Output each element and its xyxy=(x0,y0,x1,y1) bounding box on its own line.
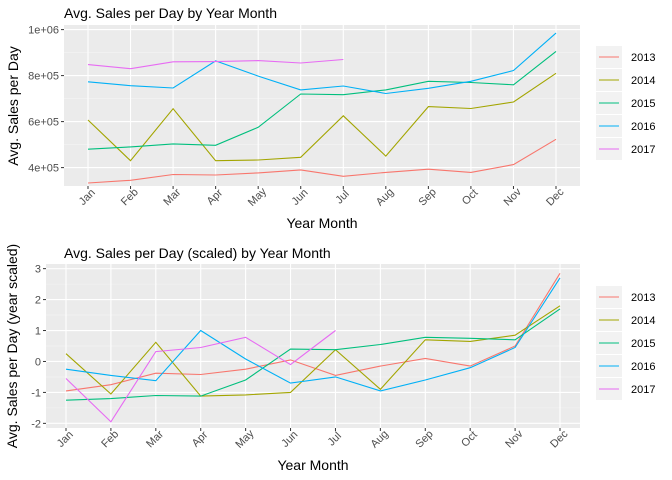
legend-label: 2014 xyxy=(631,315,655,327)
y-tick-label: 8e+05 xyxy=(28,71,59,83)
series-line-2013 xyxy=(65,273,561,392)
series-line-2014 xyxy=(65,305,561,397)
y-tick-label: 2 xyxy=(35,295,41,307)
y-tick-label: 1e+06 xyxy=(28,25,59,37)
x-tick-label: Sep xyxy=(413,428,435,450)
grid-lines xyxy=(46,264,580,428)
x-tick-label: Oct xyxy=(460,187,481,208)
plot-background xyxy=(64,25,580,186)
legend-label: 2013 xyxy=(631,292,655,304)
series-line-2014 xyxy=(87,72,557,162)
x-tick-label: Mar xyxy=(161,186,183,208)
y-axis-title: Avg. Sales per Day (year scaled) xyxy=(4,244,20,448)
x-tick-label: Apr xyxy=(205,187,226,208)
series-line-2016 xyxy=(87,32,557,95)
x-tick-label: Jan xyxy=(55,429,76,450)
x-tick-label: Jul xyxy=(333,188,351,206)
series-lines xyxy=(65,273,561,423)
x-tick-label: Sep xyxy=(416,186,438,208)
chart-title: Avg. Sales per Day by Year Month xyxy=(64,5,277,21)
y-tick-label: -2 xyxy=(31,418,41,430)
y-tick-label: 3 xyxy=(35,264,41,276)
x-tick-label: Apr xyxy=(190,429,211,450)
series-line-2015 xyxy=(65,308,561,401)
x-tick-label: Dec xyxy=(544,186,567,209)
legend-label: 2013 xyxy=(631,52,655,64)
x-ticks: Jan Feb Mar Apr May Jun Jul Aug Sep Oct Nov Dec xyxy=(77,185,567,209)
legend-label: 2017 xyxy=(631,384,655,396)
legend: 2013 2014 2015 2016 2017 xyxy=(596,46,655,160)
y-tick-label: 4e+05 xyxy=(28,163,59,175)
series-line-2013 xyxy=(87,138,557,184)
legend-label: 2016 xyxy=(631,361,655,373)
series-lines xyxy=(87,32,557,184)
legend: 2013 2014 2015 2016 2017 xyxy=(596,286,655,400)
legend-label: 2017 xyxy=(631,144,655,156)
x-tick-label: Oct xyxy=(459,429,480,450)
y-tick-label: -1 xyxy=(31,387,41,399)
x-tick-label: Mar xyxy=(144,428,166,450)
x-tick-label: Dec xyxy=(548,428,571,451)
x-tick-label: May xyxy=(233,427,257,451)
chart-panel-scaled: Avg. Sales per Day (scaled) by Year Mont… xyxy=(4,244,655,473)
chart-panel-sales: Avg. Sales per Day by Year Month 4e+05 6e… xyxy=(5,5,655,231)
x-tick-label: May xyxy=(246,185,270,209)
x-tick-label: Jul xyxy=(326,430,344,448)
chart-title: Avg. Sales per Day (scaled) by Year Mont… xyxy=(64,245,331,261)
series-line-2015 xyxy=(87,50,557,150)
x-ticks: Jan Feb Mar Apr May Jun Jul Aug Sep Oct Nov Dec xyxy=(55,427,571,451)
x-axis-title: Year Month xyxy=(286,215,357,231)
y-tick-label: 0 xyxy=(35,356,41,368)
legend-label: 2015 xyxy=(631,98,655,110)
y-axis-title: Avg. Sales per Day xyxy=(5,46,21,166)
x-tick-label: Nov xyxy=(503,428,526,451)
x-tick-label: Nov xyxy=(502,186,525,209)
x-tick-label: Feb xyxy=(99,428,121,450)
x-tick-label: Jun xyxy=(290,187,311,208)
x-tick-label: Feb xyxy=(119,186,141,208)
grid-lines xyxy=(64,25,580,186)
series-line-2017 xyxy=(87,58,344,70)
y-ticks: -2 -1 0 1 2 3 xyxy=(31,264,46,430)
y-tick-label: 1 xyxy=(35,326,41,338)
series-line-2016 xyxy=(65,277,561,392)
x-tick-label: Aug xyxy=(374,186,396,208)
x-axis-title: Year Month xyxy=(277,457,348,473)
x-tick-label: Aug xyxy=(368,428,390,450)
x-tick-label: Jan xyxy=(77,187,98,208)
series-line-2017 xyxy=(65,330,336,423)
legend-label: 2015 xyxy=(631,338,655,350)
y-tick-label: 6e+05 xyxy=(28,117,59,129)
legend-label: 2016 xyxy=(631,121,655,133)
y-ticks: 4e+05 6e+05 8e+05 1e+06 xyxy=(28,25,64,175)
legend-label: 2014 xyxy=(631,75,655,87)
x-tick-label: Jun xyxy=(279,429,300,450)
